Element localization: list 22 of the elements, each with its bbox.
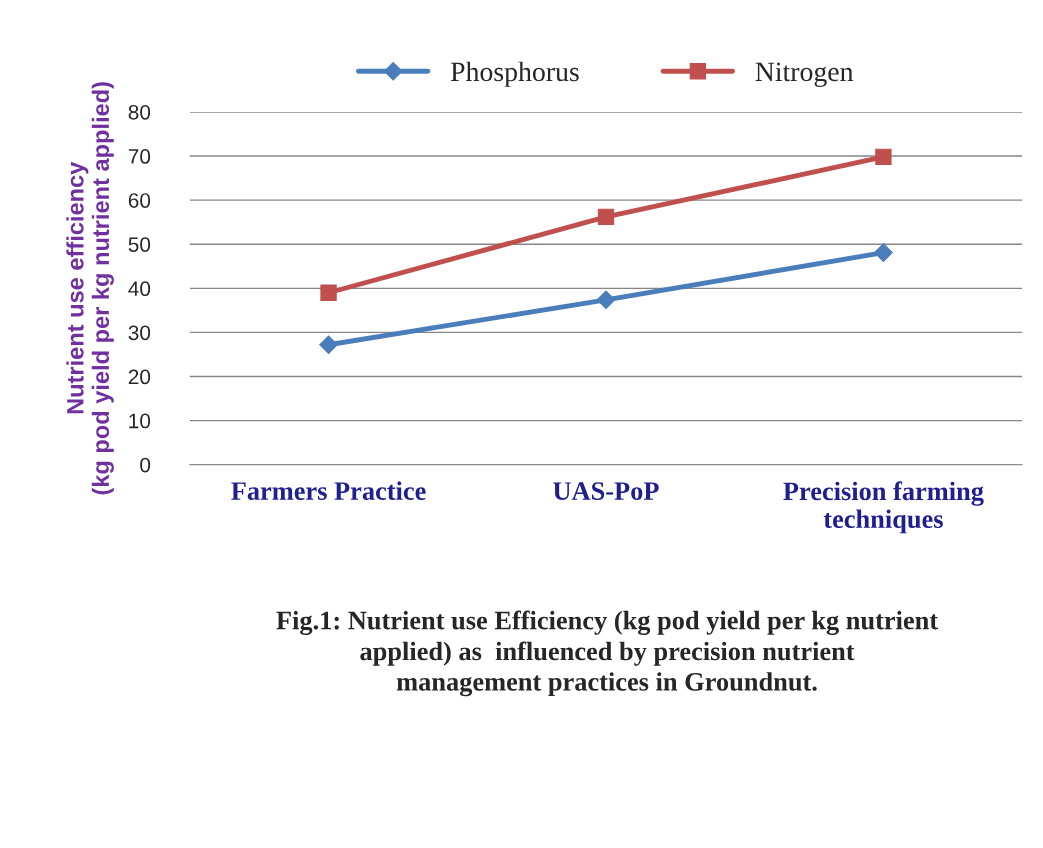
y-tick-label: 20 xyxy=(128,369,151,385)
y-tick-label: 70 xyxy=(128,149,151,164)
caption: Fig.1: Nutrient use Efficiency (kg pod yield per kg nutrient applied) as influenced by precision nutrient management practices in Groundnut. xyxy=(276,610,938,697)
point xyxy=(874,243,893,262)
x-tick-label: Farmers Practice xyxy=(231,481,426,500)
y-tick-label: 10 xyxy=(129,413,151,429)
point xyxy=(596,290,616,310)
y-axis-title: Nutrient use efficiency (kg pod yield per kg nutrient applied) xyxy=(66,82,114,495)
point xyxy=(875,148,892,166)
y-tick-label: 50 xyxy=(128,237,151,252)
y-tick-label: 60 xyxy=(128,193,151,208)
y-tick-label: 30 xyxy=(128,325,151,341)
legend-label: Phosphorus xyxy=(450,61,579,87)
x-tick-label: Precision farming techniques xyxy=(783,481,984,534)
legend-label: Nitrogen xyxy=(755,62,854,87)
point xyxy=(320,284,337,301)
y-tick-label: 0 xyxy=(140,457,151,473)
y-tick-label: 80 xyxy=(128,104,151,120)
y-tick-label: 40 xyxy=(128,281,151,297)
x-tick-label: UAS-PoP xyxy=(553,482,659,500)
point xyxy=(319,335,338,355)
point xyxy=(597,208,615,226)
